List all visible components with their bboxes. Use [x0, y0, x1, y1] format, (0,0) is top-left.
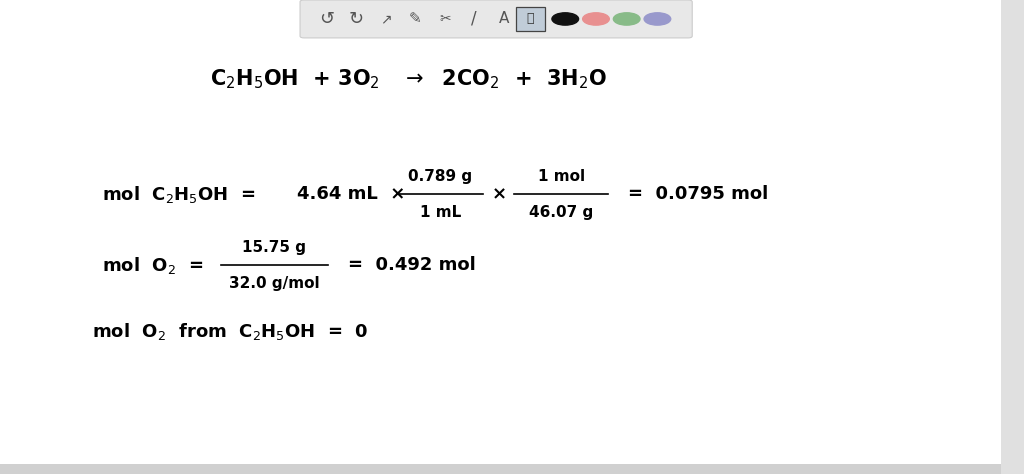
Circle shape — [613, 13, 640, 25]
Circle shape — [583, 13, 609, 25]
Text: 1 mL: 1 mL — [420, 205, 461, 220]
Text: mol  O$_2$  =: mol O$_2$ = — [102, 255, 204, 276]
Text: ✂: ✂ — [439, 12, 451, 26]
Text: 4.64 mL  ×: 4.64 mL × — [297, 185, 406, 203]
Text: /: / — [471, 10, 477, 28]
Text: ↗: ↗ — [380, 12, 391, 26]
Bar — [1001, 0, 1024, 474]
Bar — [0, 464, 1024, 474]
Bar — [516, 7, 545, 31]
Text: ↺: ↺ — [319, 10, 334, 28]
Text: =  0.0795 mol: = 0.0795 mol — [628, 185, 768, 203]
Text: C$_2$H$_5$OH  + 3O$_2$   $\rightarrow$  2CO$_2$  +  3H$_2$O: C$_2$H$_5$OH + 3O$_2$ $\rightarrow$ 2CO$… — [210, 68, 607, 91]
Text: 🖼: 🖼 — [526, 12, 535, 26]
FancyBboxPatch shape — [300, 0, 692, 38]
Text: A: A — [499, 11, 509, 27]
Text: 15.75 g: 15.75 g — [243, 240, 306, 255]
Text: 32.0 g/mol: 32.0 g/mol — [229, 276, 319, 291]
Text: mol  C$_2$H$_5$OH  =: mol C$_2$H$_5$OH = — [102, 184, 256, 205]
Text: ×: × — [493, 185, 507, 203]
Text: =  0.492 mol: = 0.492 mol — [348, 256, 476, 274]
Circle shape — [552, 13, 579, 25]
Text: ↻: ↻ — [348, 10, 364, 28]
Circle shape — [644, 13, 671, 25]
Text: mol  O$_2$  from  C$_2$H$_5$OH  =  0: mol O$_2$ from C$_2$H$_5$OH = 0 — [92, 321, 369, 342]
Text: 46.07 g: 46.07 g — [529, 205, 593, 220]
Text: ✎: ✎ — [409, 11, 422, 27]
Text: 0.789 g: 0.789 g — [409, 169, 472, 184]
Text: 1 mol: 1 mol — [538, 169, 585, 184]
